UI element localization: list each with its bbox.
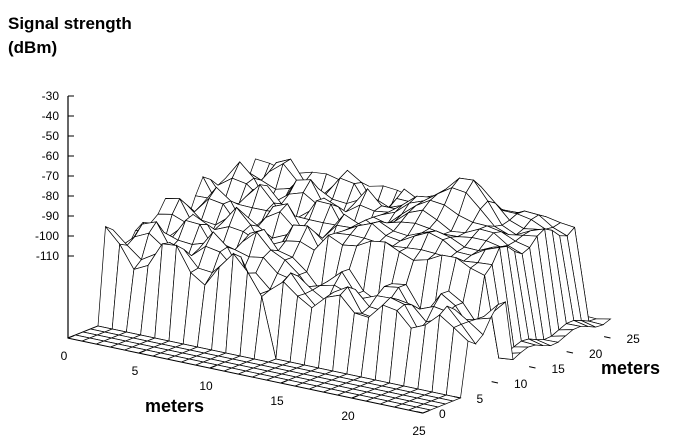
z-tick-label: -110 <box>36 249 59 263</box>
y-tick-label: 5 <box>477 392 484 406</box>
axis-ticks: -30 -40 -50 -60 -70 -80 -90 -100 -110 0 5 10 15 20 25 0… <box>35 89 640 438</box>
z-tick-label: -80 <box>42 189 60 203</box>
y-tick-mark <box>454 396 461 399</box>
y-tick-mark <box>416 411 424 414</box>
y-tick-label: 0 <box>439 407 446 421</box>
z-axis-label-line1: Signal strength <box>8 14 132 33</box>
signal-surface <box>66 158 612 414</box>
z-axis-label: Signal strength (dBm) <box>8 12 132 60</box>
z-tick-label: -60 <box>42 149 60 163</box>
x-tick-mark <box>422 410 430 414</box>
z-tick-label: -40 <box>42 109 60 123</box>
y-tick-mark <box>566 351 574 354</box>
y-axis-label: meters <box>601 358 661 378</box>
x-tick-mark <box>351 395 359 399</box>
y-tick-label: 20 <box>589 347 603 361</box>
x-tick-label: 25 <box>412 424 426 438</box>
x-tick-label: 10 <box>199 379 213 393</box>
x-tick-label: 0 <box>61 349 68 363</box>
x-tick-label: 15 <box>270 394 284 408</box>
x-tick-label: 5 <box>132 364 139 378</box>
x-tick-mark <box>280 380 288 384</box>
x-tick-label: 20 <box>341 409 355 423</box>
x-tick-mark <box>138 350 146 354</box>
z-tick-label: -70 <box>42 169 60 183</box>
x-tick-mark <box>209 365 217 369</box>
y-tick-mark <box>491 381 499 384</box>
z-axis-label-line2: (dBm) <box>8 38 58 57</box>
y-tick-label: 10 <box>514 377 528 391</box>
z-tick-label: -100 <box>35 229 59 243</box>
z-tick-label: -90 <box>42 209 60 223</box>
y-tick-label: 15 <box>552 362 566 376</box>
x-axis-label: meters <box>145 396 205 416</box>
y-tick-mark <box>529 366 536 369</box>
x-tick-mark <box>67 335 75 339</box>
z-tick-label: -30 <box>42 89 60 103</box>
z-tick-label: -50 <box>42 129 60 143</box>
y-tick-label: 25 <box>627 332 641 346</box>
y-tick-mark <box>604 336 611 339</box>
